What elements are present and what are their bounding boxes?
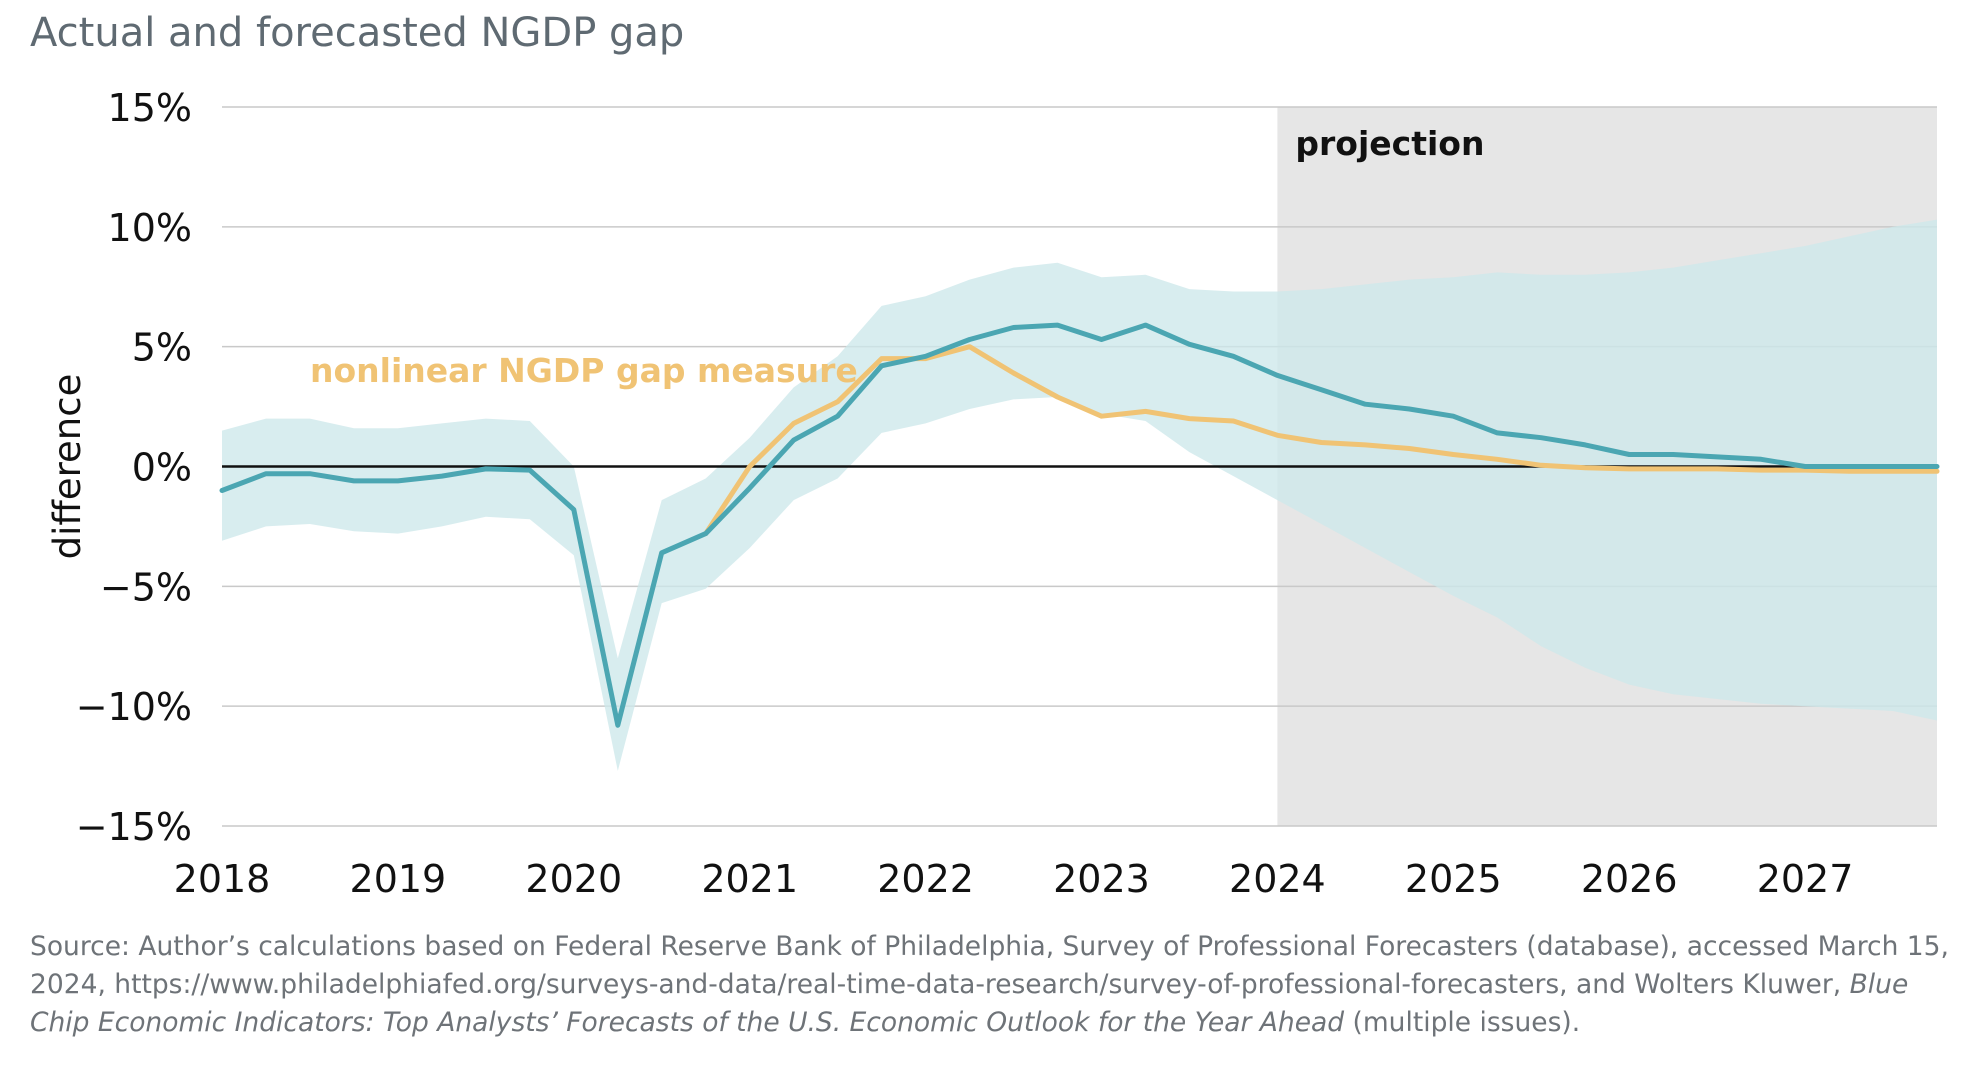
y-tick-label: −10% xyxy=(76,685,192,729)
y-tick-label: 0% xyxy=(132,446,192,490)
x-tick-label: 2027 xyxy=(1757,857,1854,901)
source-note-italic: Blue Chip Economic Indicators: Top Analy… xyxy=(30,969,1909,1038)
source-note-tail: (multiple issues). xyxy=(1352,1007,1581,1038)
y-tick-label: 5% xyxy=(132,326,192,370)
source-note: Source: Author’s calculations based on F… xyxy=(30,928,1950,1042)
x-tick-label: 2025 xyxy=(1405,857,1502,901)
projection-label: projection xyxy=(1295,124,1484,163)
x-tick-label: 2024 xyxy=(1229,857,1326,901)
nonlinear-series-label: nonlinear NGDP gap measure xyxy=(310,351,858,390)
x-tick-label: 2019 xyxy=(350,857,447,901)
chart-title: Actual and forecasted NGDP gap xyxy=(30,10,685,56)
x-tick-label: 2020 xyxy=(525,857,622,901)
y-tick-label: −5% xyxy=(100,565,192,609)
x-tick-label: 2022 xyxy=(877,857,974,901)
x-tick-label: 2026 xyxy=(1581,857,1678,901)
y-axis-label: difference xyxy=(46,374,89,560)
y-tick-label: 15% xyxy=(108,86,192,130)
y-tick-label: −15% xyxy=(76,805,192,849)
y-tick-label: 10% xyxy=(108,206,192,250)
x-tick-label: 2023 xyxy=(1053,857,1150,901)
uncertainty-band xyxy=(222,219,1937,771)
x-tick-label: 2018 xyxy=(174,857,271,901)
x-tick-label: 2021 xyxy=(701,857,798,901)
chart-area: projection 15% 10% 5% 0% −5% −10% −15% 2018 2019 2… xyxy=(46,86,1940,901)
source-note-lead: Source: Author’s calculations based on F… xyxy=(30,931,1949,1000)
ngdp-gap-line xyxy=(219,322,1940,728)
